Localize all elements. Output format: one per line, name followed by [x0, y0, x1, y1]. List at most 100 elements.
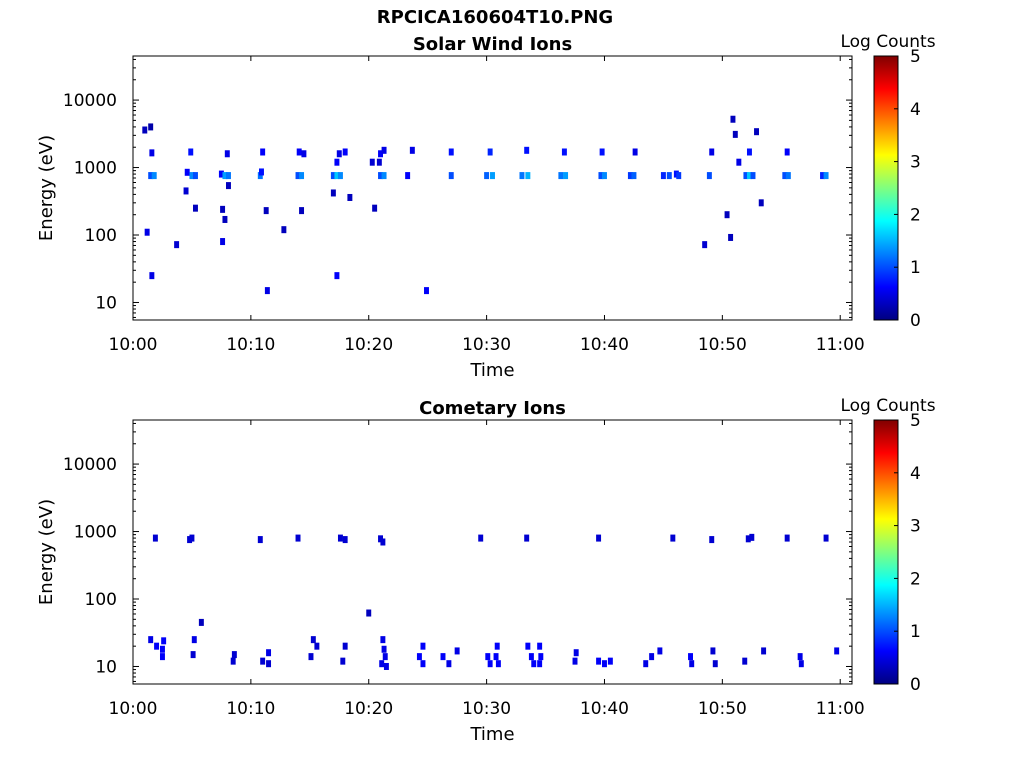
x-tick-label: 10:30	[462, 335, 511, 355]
data-cell	[563, 172, 569, 180]
data-cell	[706, 172, 712, 180]
data-cell	[749, 533, 755, 541]
data-cell	[376, 158, 382, 166]
data-cell	[798, 660, 804, 668]
data-cell	[538, 653, 544, 661]
data-cell	[820, 172, 826, 180]
data-cell	[183, 187, 189, 195]
data-cell	[257, 536, 263, 544]
data-cell	[378, 150, 383, 158]
y-tick-label: 100	[85, 590, 117, 610]
data-cell	[487, 660, 493, 668]
data-cell	[670, 534, 676, 542]
data-cell	[383, 662, 389, 670]
data-cell	[301, 150, 307, 158]
data-cell	[192, 172, 198, 180]
data-cell	[631, 172, 637, 180]
colorbar-tick-label: 2	[910, 205, 921, 225]
y-tick-label: 10000	[63, 91, 117, 111]
data-cell	[337, 172, 343, 180]
data-cell	[299, 172, 305, 180]
data-cell	[446, 660, 452, 668]
colorbar-label: Log Counts	[840, 396, 935, 416]
x-tick-label: 11:00	[816, 335, 865, 355]
data-cells	[142, 115, 829, 295]
y-axis: 10 100 1000 10000 Energy (eV)	[36, 58, 852, 318]
x-tick-label: 11:00	[816, 699, 865, 719]
y-tick-label: 10	[95, 293, 117, 313]
data-cell	[709, 536, 715, 544]
data-cell	[761, 647, 767, 655]
data-cell	[381, 645, 387, 653]
data-cell	[382, 653, 388, 661]
data-cell	[643, 660, 649, 668]
data-cell	[148, 123, 154, 131]
data-cell	[222, 215, 228, 223]
plot-frame	[132, 55, 853, 321]
data-cell	[732, 130, 738, 138]
colorbar-tick-label: 0	[910, 675, 921, 695]
data-cell	[743, 172, 749, 180]
data-cell	[494, 642, 500, 650]
data-cell	[224, 150, 230, 158]
colorbar-tick-label: 3	[910, 153, 921, 173]
data-cell	[409, 146, 415, 154]
data-cell	[225, 182, 231, 190]
plot-frame	[132, 419, 853, 685]
data-cell	[190, 651, 196, 659]
x-axis: 10:00 10:10 10:20 10:30 10:40 10:50 11:00 Time	[109, 420, 865, 745]
data-cell	[218, 170, 224, 178]
data-cell	[151, 172, 157, 180]
data-cell	[342, 536, 348, 544]
data-cell	[573, 649, 579, 657]
data-cell	[260, 148, 266, 156]
data-cell	[784, 534, 790, 542]
data-cell	[424, 287, 429, 295]
data-cell	[259, 168, 264, 176]
data-cell	[596, 534, 602, 542]
figure-title: RPCICA160604T10.PNG	[376, 7, 614, 28]
data-cell	[493, 653, 499, 661]
data-cell	[220, 238, 226, 246]
data-cell	[142, 126, 148, 134]
colorbar-tick-label: 5	[910, 47, 921, 67]
data-cell	[330, 189, 336, 197]
data-cell	[372, 204, 378, 212]
y-axis: 10 100 1000 10000 Energy (eV)	[36, 422, 852, 682]
data-cell	[161, 637, 167, 645]
data-cell	[797, 653, 803, 661]
data-cell	[746, 148, 752, 156]
data-cell	[596, 657, 602, 665]
data-cell	[220, 205, 226, 213]
data-cell	[405, 172, 411, 180]
data-cell	[660, 172, 666, 180]
data-cell	[745, 535, 751, 543]
data-cell	[380, 538, 386, 546]
data-cell	[334, 272, 340, 280]
data-cell	[334, 158, 340, 166]
data-cell	[154, 642, 160, 650]
data-cell	[264, 287, 270, 295]
data-cell	[149, 272, 155, 280]
data-cell	[192, 204, 198, 212]
data-cell	[378, 172, 383, 180]
data-cell	[784, 148, 790, 156]
data-cell	[528, 653, 534, 661]
data-cell	[260, 657, 266, 665]
data-cell	[649, 653, 655, 661]
data-cell	[758, 199, 764, 207]
x-tick-label: 10:50	[698, 699, 747, 719]
x-tick-label: 10:20	[344, 699, 393, 719]
data-cell	[144, 228, 150, 236]
colorbar-tick-label: 2	[910, 569, 921, 589]
data-cell	[231, 651, 237, 659]
data-cell	[478, 534, 484, 542]
data-cell	[627, 172, 633, 180]
data-cell	[281, 226, 287, 234]
data-cell	[485, 653, 491, 661]
y-axis-label: Energy (eV)	[36, 499, 57, 605]
data-cell	[189, 534, 195, 542]
data-cell	[561, 148, 567, 156]
data-cell	[676, 172, 682, 180]
